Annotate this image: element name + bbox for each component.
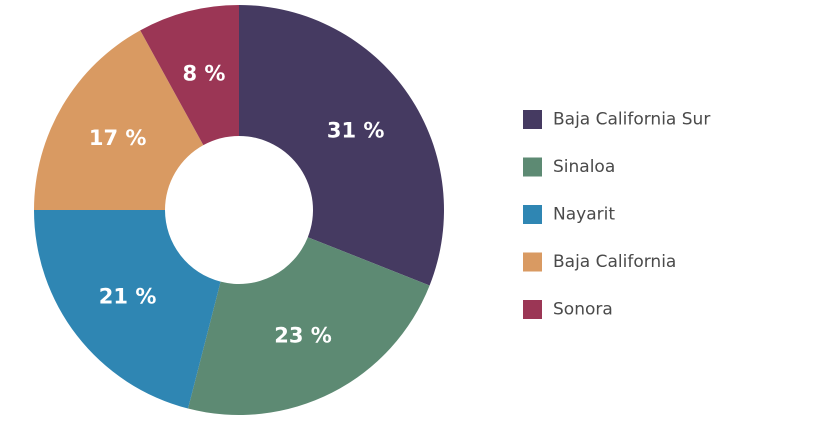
legend-label-baja-california: Baja California <box>553 252 676 272</box>
legend-swatch-nayarit <box>523 205 542 224</box>
legend-label-sonora: Sonora <box>553 300 613 320</box>
slice-label-sonora: 8 % <box>182 61 225 85</box>
legend-label-sinaloa: Sinaloa <box>553 157 615 177</box>
chart-legend: Baja California Sur Sinaloa Nayarit Baja Ca… <box>523 110 710 320</box>
slice-sinaloa <box>188 237 430 415</box>
chart-slices <box>34 4 445 415</box>
legend-label-nayarit: Nayarit <box>553 205 615 225</box>
chart-slice-labels: 31 % 23 % 21 % 17 % 8 % <box>89 61 385 347</box>
legend-label-baja-california-sur: Baja California Sur <box>553 110 710 130</box>
slice-label-sinaloa: 23 % <box>274 324 332 348</box>
legend-swatch-sonora <box>523 300 542 319</box>
slice-sonora <box>140 4 239 146</box>
legend-swatch-sinaloa <box>523 157 542 177</box>
slice-label-nayarit: 21 % <box>99 284 157 308</box>
slice-baja-california <box>34 30 204 210</box>
legend-swatch-baja-california-sur <box>523 110 542 129</box>
slice-nayarit <box>34 210 221 409</box>
slice-label-baja-california-sur: 31 % <box>327 119 385 143</box>
slice-baja-california-sur <box>239 5 445 286</box>
legend-swatch-baja-california <box>523 252 542 272</box>
slice-label-baja-california: 17 % <box>89 126 147 150</box>
